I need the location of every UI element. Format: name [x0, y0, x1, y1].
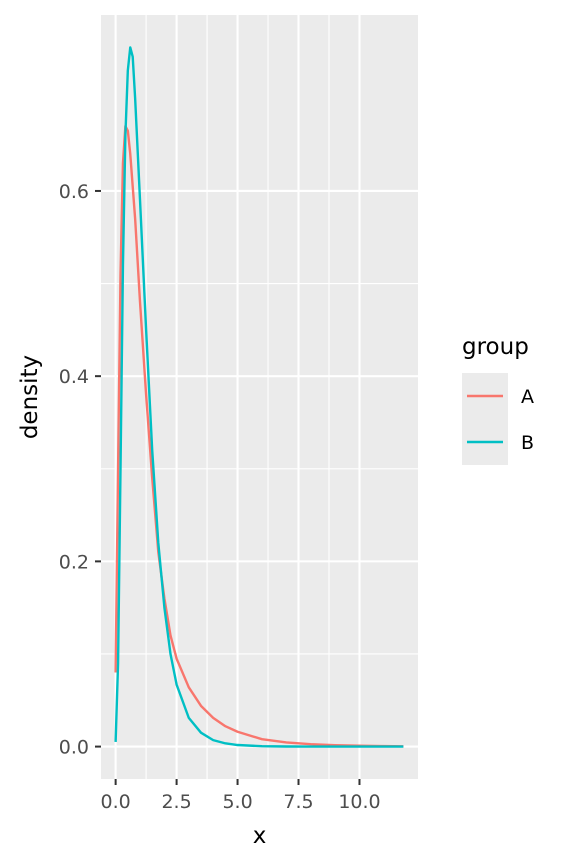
y-tick-label: 0.4 — [59, 366, 89, 388]
x-axis: 0.0 2.5 5.0 7.5 10.0 — [101, 779, 381, 813]
y-tick-label: 0.6 — [59, 181, 89, 203]
legend-title: group — [462, 334, 529, 360]
minor-grid-x — [145, 15, 330, 779]
series-layer — [114, 46, 404, 748]
legend: group A B — [462, 334, 534, 465]
y-tick-label: 0.0 — [59, 737, 89, 759]
x-tick-label: 2.5 — [161, 791, 191, 813]
x-tick-label: 0.0 — [101, 791, 131, 813]
x-tick-label: 10.0 — [338, 791, 380, 813]
y-axis: 0.0 0.2 0.4 0.6 — [59, 181, 101, 759]
legend-label-a: A — [521, 386, 534, 408]
x-tick-label: 7.5 — [283, 791, 313, 813]
series-line-b — [114, 46, 404, 748]
x-axis-title: x — [253, 823, 267, 849]
x-tick-label: 5.0 — [222, 791, 252, 813]
plot-panel — [101, 15, 418, 779]
y-tick-label: 0.2 — [59, 551, 89, 573]
major-grid-x — [114, 15, 361, 779]
y-axis-title: density — [17, 355, 43, 439]
legend-label-b: B — [521, 432, 534, 454]
